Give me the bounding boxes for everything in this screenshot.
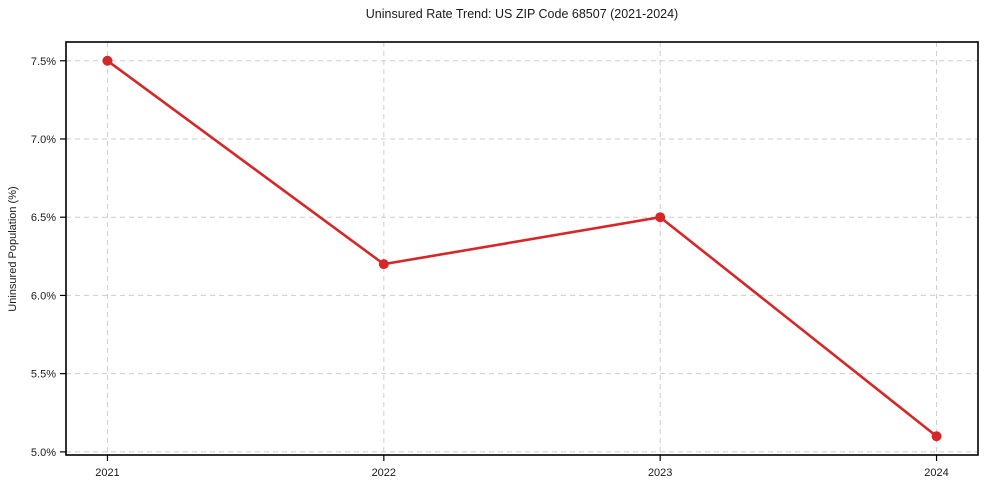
y-tick-label: 6.0%: [31, 290, 56, 302]
data-point-marker: [102, 55, 113, 66]
y-tick-label: 5.0%: [31, 447, 56, 459]
chart-title: Uninsured Rate Trend: US ZIP Code 68507 …: [365, 7, 679, 21]
data-point-marker: [931, 431, 942, 442]
x-tick-label: 2022: [372, 467, 396, 479]
trend-line: [106, 59, 938, 438]
x-tick-label: 2023: [648, 467, 672, 479]
y-tick-label: 5.5%: [31, 369, 56, 381]
data-point-marker: [378, 259, 389, 270]
x-tick-label: 2024: [924, 467, 948, 479]
y-tick-label: 7.0%: [31, 134, 56, 146]
x-tick-label: 2021: [95, 467, 119, 479]
y-tick-label: 7.5%: [31, 56, 56, 68]
data-point-marker: [655, 212, 666, 223]
plot-border: [65, 41, 979, 456]
y-tick-label: 6.5%: [31, 212, 56, 224]
